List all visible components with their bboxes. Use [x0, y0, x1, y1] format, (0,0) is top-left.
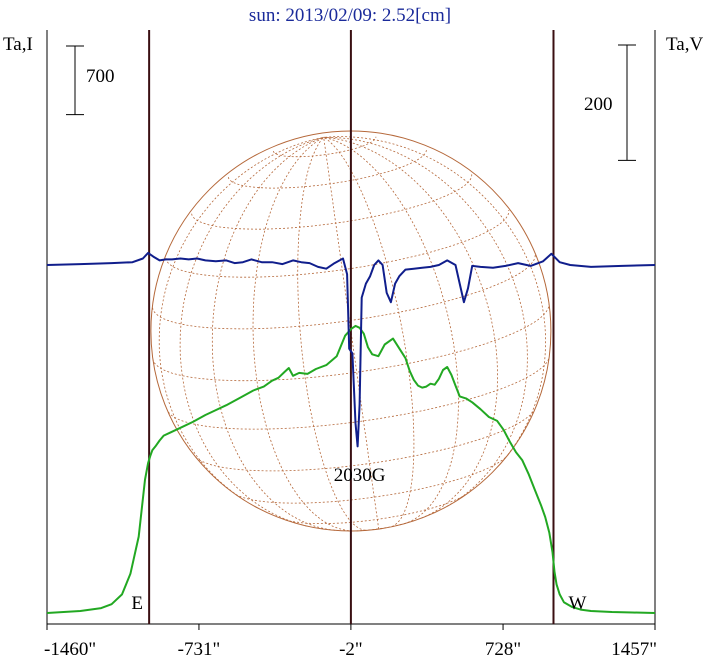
- x-tick-label: 728": [485, 639, 521, 660]
- solar-disk: [150, 130, 552, 532]
- disk-meridian: [323, 136, 415, 527]
- disk-meridian: [323, 136, 498, 519]
- disk-meridian: [323, 136, 528, 507]
- disk-parallel: [272, 136, 377, 158]
- x-tick-label: 1457": [611, 639, 657, 660]
- disk-parallel: [195, 409, 536, 472]
- disk-parallel: [191, 174, 473, 230]
- x-tick-label: -2": [339, 639, 363, 660]
- series-line-polarization: [46, 251, 656, 448]
- source-annotation: 2030G: [334, 465, 386, 486]
- i-scale-bar: 700: [66, 45, 115, 116]
- disk-parallel: [348, 522, 409, 532]
- disk-meridian: [179, 136, 324, 527]
- x-axis: -1460" -731" -2" 728" 1457": [44, 624, 657, 660]
- disk-meridian: [252, 136, 353, 532]
- series-line-intensity: [46, 324, 656, 614]
- disk-meridian: [323, 137, 380, 530]
- disk-meridian: [297, 137, 366, 531]
- disk-meridian: [323, 136, 547, 465]
- i-scale-label: 700: [86, 66, 115, 87]
- west-limb-marker: W: [569, 593, 587, 614]
- v-scale-label: 200: [584, 94, 613, 115]
- v-scale-bar: 200: [584, 44, 636, 161]
- disk-parallel: [167, 358, 550, 430]
- reference-lines: [148, 30, 555, 624]
- disk-parallel: [227, 149, 427, 189]
- disk-meridian: [211, 136, 335, 531]
- disk-parallel: [152, 303, 550, 382]
- disk-parallel: [235, 456, 507, 504]
- x-tick-label: -1460": [44, 639, 96, 660]
- disk-parallel: [285, 494, 467, 524]
- disk-parallel: [152, 254, 536, 330]
- right-axis-label: Ta,V: [666, 34, 703, 55]
- disk-meridian: [323, 136, 459, 525]
- disk-meridian: [158, 136, 324, 501]
- x-tick-label: -731": [178, 639, 221, 660]
- chart-title: sun: 2013/02/09: 2.52[cm]: [249, 5, 451, 26]
- left-axis-label: Ta,I: [3, 34, 33, 55]
- east-limb-marker: E: [131, 593, 143, 614]
